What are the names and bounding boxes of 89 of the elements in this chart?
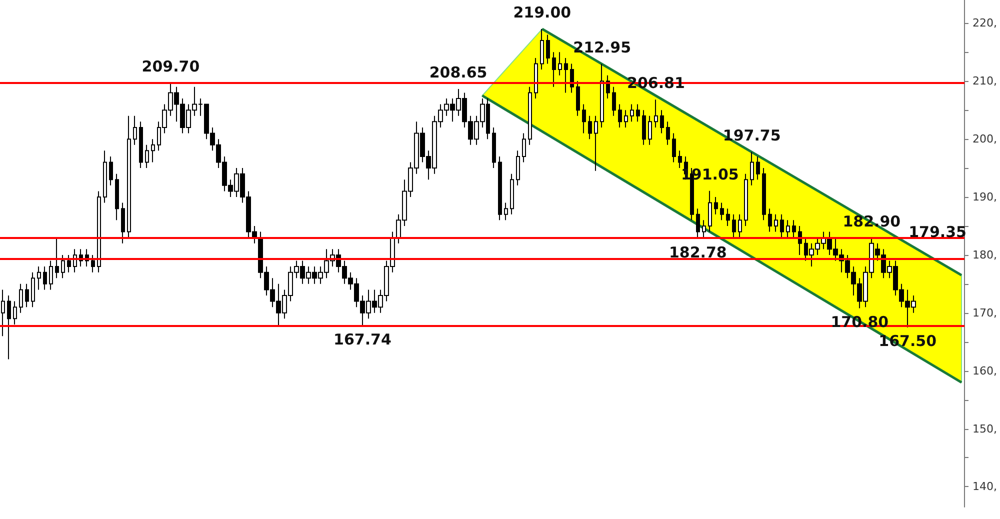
candlestick [732,214,736,238]
candlestick [612,86,616,116]
candlestick [516,150,520,186]
annotation: 182.78 [668,243,727,262]
candlestick [49,260,53,290]
candlestick [55,237,59,279]
candlestick [67,254,71,273]
candlestick [708,190,712,232]
candlestick [600,64,604,128]
candlestick [648,115,652,146]
annotation: 182.90 [842,212,901,231]
candlestick [498,156,502,221]
candlestick [115,173,119,221]
candlestick [654,99,658,128]
candlestick [504,202,508,221]
candlestick [744,173,748,226]
candlestick [636,104,640,122]
candlestick [666,121,670,146]
candlestick [1,289,5,337]
candlestick [151,138,155,163]
y-tick-label: 220, [972,16,998,30]
annotation: 170.80 [830,312,889,331]
candlestick [762,168,766,221]
y-tick-label: 200, [972,132,998,146]
candlestick [582,104,586,134]
candlestick [43,266,47,290]
annotation: 209.70 [142,57,200,76]
candlestick [576,80,580,116]
candlestick [492,126,496,169]
candlestick [37,266,41,290]
candlestick [618,104,622,128]
candlestick [103,150,107,204]
y-tick-label: 170, [972,306,998,320]
annotation: 208.65 [429,63,488,82]
candlestick [786,220,790,238]
candlestick [630,104,634,122]
candlestick [774,214,778,232]
candlestick [7,295,11,360]
candlestick [702,220,706,238]
candlestick [91,254,95,273]
candlestick [672,132,676,163]
candlestick [720,202,724,221]
y-tick-label: 190, [972,190,998,204]
y-tick-label: 140, [972,480,998,494]
candlestick [510,173,514,215]
candlestick [121,202,125,244]
candlestick [97,190,101,273]
candlestick [127,115,131,238]
y-tick-label: 150, [972,422,998,436]
candlestick [792,220,796,238]
candlestick [678,150,682,169]
candlestick [540,28,544,70]
candlestick [546,34,550,64]
candlestick [558,52,562,76]
candlestick [19,283,23,314]
candlestick [738,214,742,238]
candlestick [594,115,598,172]
candlestick [756,156,760,180]
candlestick [768,208,772,232]
candlestick [696,208,700,240]
candlestick [133,115,137,146]
candlestick [528,86,532,146]
candlestick [714,196,718,215]
candlestick [139,121,143,169]
annotation: 212.95 [573,38,632,57]
y-tick-label: 160, [972,364,998,378]
candlestick [780,214,784,238]
candlestick [31,272,35,308]
annotation: 197.75 [722,126,781,145]
candlestick [570,63,574,94]
y-tick-label: 210, [972,74,998,88]
candlestick [660,110,664,134]
candlestick [588,115,592,140]
y-tick-label: 180, [972,248,998,262]
candlestick [25,283,29,308]
candlestick [624,110,628,128]
candlestick [642,110,646,146]
annotation: 167.74 [333,330,392,348]
candlestick [726,208,730,226]
candlestick [552,52,556,88]
candlestick [750,152,754,186]
candlestick [145,144,149,169]
candlestick [61,254,65,279]
candlestick [13,300,17,325]
candlestick [564,57,568,94]
candlestick [522,132,526,163]
candlestick [109,156,113,186]
candlestick [534,57,538,100]
annotation: 219.00 [513,3,572,22]
